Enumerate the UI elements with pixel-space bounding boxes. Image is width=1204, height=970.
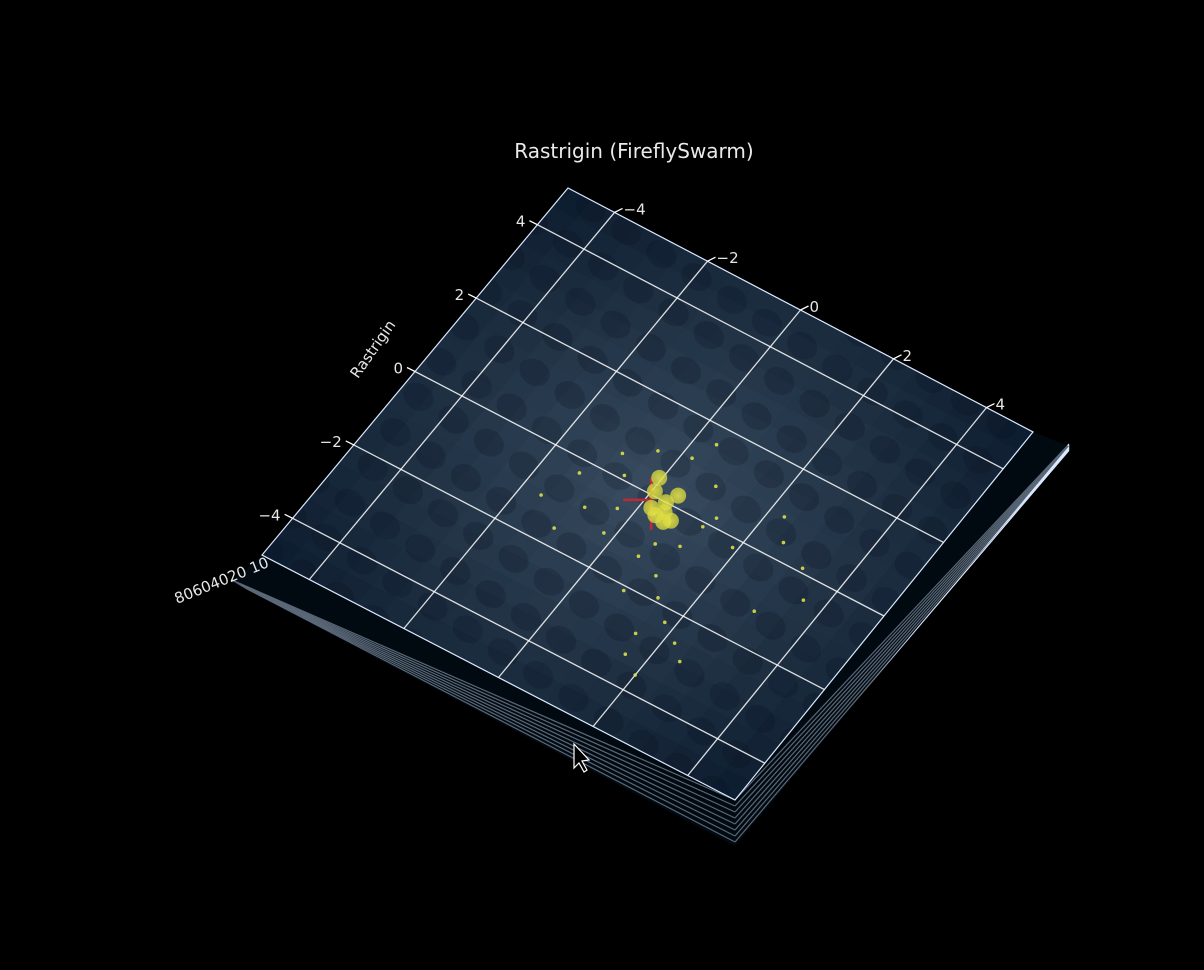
grid-line-x (687, 407, 988, 776)
firefly-large (646, 483, 663, 500)
firefly-small (633, 631, 638, 636)
grid-line-x (592, 358, 895, 727)
firefly-small (633, 673, 637, 677)
y-tick-label: −2 (320, 433, 342, 451)
firefly-small (653, 542, 658, 546)
firefly-swarm (539, 442, 806, 677)
firefly-small (621, 588, 626, 593)
firefly-small (714, 442, 719, 447)
x-tick (707, 256, 716, 262)
firefly-small (622, 473, 627, 478)
y-tick-label: 4 (516, 213, 526, 231)
grid-line-y (475, 297, 944, 543)
y-tick (467, 293, 477, 299)
firefly-small (654, 573, 658, 578)
x-tick (800, 305, 809, 311)
y-tick (345, 440, 355, 446)
y-tick-label: 2 (455, 286, 465, 304)
firefly-small (539, 493, 543, 497)
y-tick (529, 220, 538, 226)
firefly-small (714, 516, 719, 520)
firefly-small (656, 596, 660, 600)
firefly-small (678, 544, 682, 549)
firefly-small (690, 456, 694, 461)
firefly-small (752, 609, 757, 614)
firefly-small (636, 554, 641, 559)
x-tick-label: 2 (903, 347, 913, 365)
grid-line-y (537, 224, 1004, 470)
firefly-small (552, 526, 556, 530)
right-wall-fill (735, 432, 1069, 846)
firefly-small (662, 620, 667, 625)
x-tick (614, 207, 623, 213)
firefly-small (781, 540, 786, 545)
x-tick-label: −2 (717, 249, 739, 267)
x-tick (893, 354, 902, 360)
firefly-small (615, 506, 620, 511)
chart-title: Rastrigin (FireflySwarm) (514, 139, 753, 163)
z-axis-label: Rastrigin (346, 317, 399, 382)
y-tick-label: −4 (258, 506, 280, 524)
front-wall-fill (232, 555, 735, 846)
firefly-small (782, 515, 787, 519)
firefly-large (670, 487, 687, 504)
firefly-small (672, 641, 677, 645)
firefly-small (577, 471, 582, 475)
y-tick-label: 0 (393, 360, 403, 378)
firefly-small (714, 484, 718, 489)
firefly-small (620, 451, 625, 456)
firefly-small (582, 505, 587, 510)
mouse-cursor-icon (573, 742, 591, 773)
firefly-small (656, 449, 660, 453)
y-tick (406, 366, 416, 373)
firefly-large (651, 469, 668, 486)
surface-side-walls (231, 432, 1070, 846)
firefly-small (700, 524, 705, 529)
firefly-small (602, 531, 606, 535)
firefly-small (730, 545, 735, 550)
x-tick (986, 403, 995, 409)
axis-ticks: −4 −2 0 2 4 4 2 0 −2 −4 (258, 200, 1005, 524)
firefly-small (800, 566, 805, 571)
firefly-small (677, 659, 682, 664)
firefly-small (801, 598, 806, 602)
y-tick (284, 513, 293, 519)
x-tick-label: 0 (810, 298, 820, 316)
surface-border (261, 187, 1034, 801)
x-tick-label: −4 (624, 200, 646, 218)
firefly-large (662, 512, 679, 529)
x-tick-label: 4 (996, 396, 1006, 414)
firefly-small (623, 652, 628, 656)
